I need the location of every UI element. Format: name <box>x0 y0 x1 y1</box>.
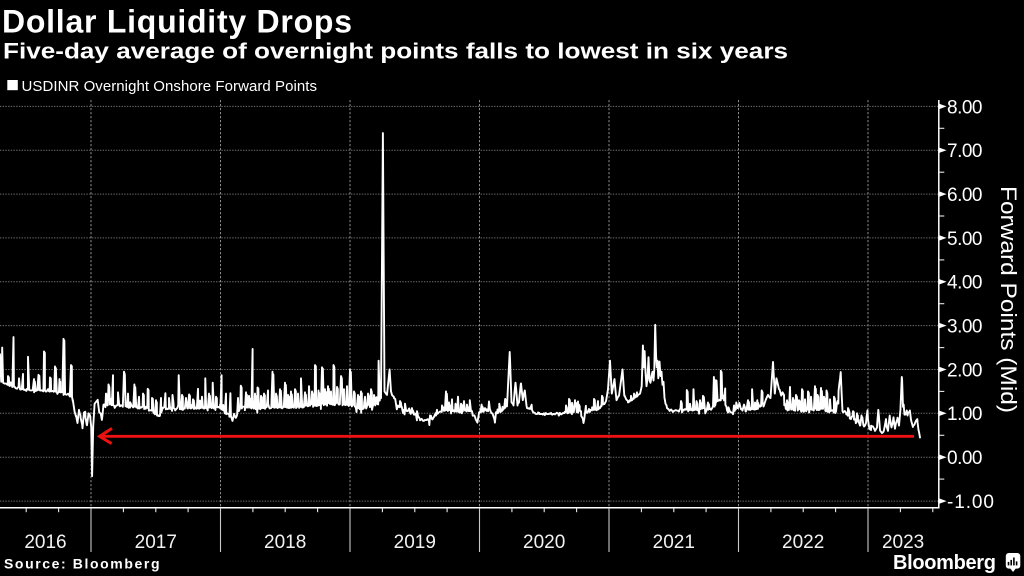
svg-text:Forward Points (Mid): Forward Points (Mid) <box>996 186 1021 413</box>
svg-text:Five-day average of overnight: Five-day average of overnight points fal… <box>3 39 788 64</box>
svg-text:USDINR Overnight Onshore Forwa: USDINR Overnight Onshore Forward Points <box>22 78 318 95</box>
svg-text:1.00: 1.00 <box>947 404 983 425</box>
svg-text:2019: 2019 <box>394 532 436 553</box>
svg-text:Bloomberg: Bloomberg <box>893 552 996 574</box>
svg-text:2021: 2021 <box>653 532 695 553</box>
svg-text:5.00: 5.00 <box>947 229 983 250</box>
svg-text:2023: 2023 <box>882 532 924 553</box>
svg-text:Source: Bloomberg: Source: Bloomberg <box>4 556 160 572</box>
svg-text:7.00: 7.00 <box>947 141 983 162</box>
svg-text:4.00: 4.00 <box>947 273 983 294</box>
svg-text:2022: 2022 <box>782 532 824 553</box>
svg-text:8.00: 8.00 <box>947 97 983 118</box>
svg-text:2018: 2018 <box>264 532 306 553</box>
svg-text:Dollar Liquidity Drops: Dollar Liquidity Drops <box>2 4 352 40</box>
svg-text:-1.00: -1.00 <box>947 492 994 513</box>
svg-text:2.00: 2.00 <box>947 360 983 381</box>
svg-text:3.00: 3.00 <box>947 317 983 338</box>
svg-text:6.00: 6.00 <box>947 185 983 206</box>
svg-text:2017: 2017 <box>135 532 177 553</box>
svg-text:0.00: 0.00 <box>947 448 983 469</box>
svg-text:2016: 2016 <box>24 532 66 553</box>
svg-text:2020: 2020 <box>523 532 565 553</box>
